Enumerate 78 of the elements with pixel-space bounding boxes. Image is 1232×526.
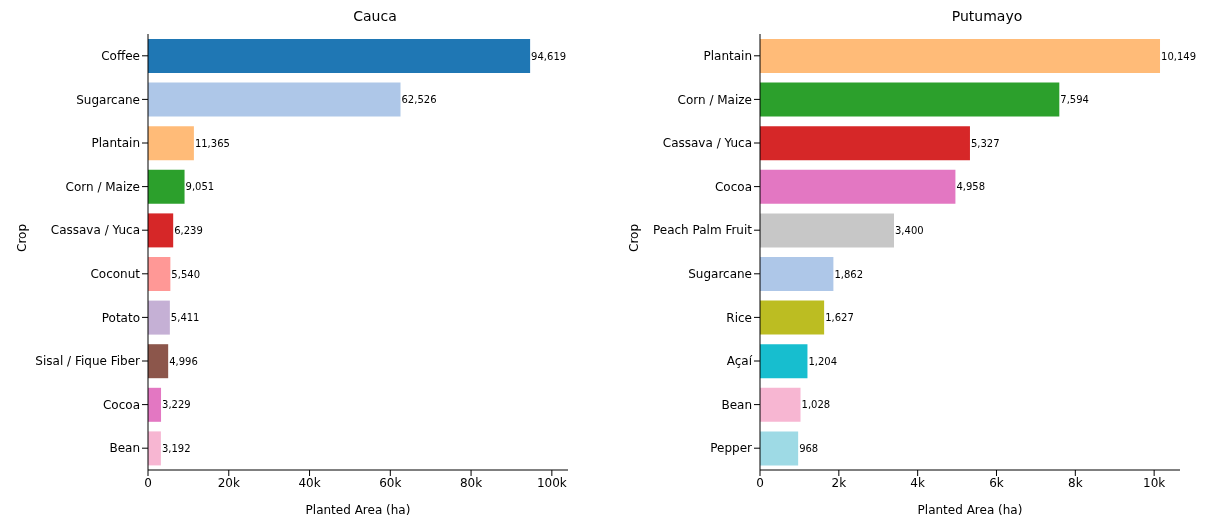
chart-title: Putumayo bbox=[950, 8, 1024, 26]
data-label: 5,327 bbox=[970, 137, 1000, 149]
y-tick-label: Açaí bbox=[726, 354, 753, 369]
data-label: 11,365 bbox=[194, 137, 230, 149]
data-label: 1,862 bbox=[834, 268, 864, 280]
y-tick-label: Cocoa bbox=[714, 179, 752, 194]
bar bbox=[760, 213, 895, 248]
bar bbox=[148, 39, 531, 73]
bar bbox=[760, 257, 834, 291]
y-tick-label: Cocoa bbox=[102, 397, 140, 412]
bar bbox=[760, 431, 799, 466]
data-label: 1,028 bbox=[801, 399, 831, 411]
bar bbox=[148, 257, 171, 291]
chart-title: Cauca bbox=[352, 8, 398, 26]
data-label: 7,594 bbox=[1060, 94, 1089, 106]
x-tick-label: 10k bbox=[1143, 475, 1166, 490]
data-label: 9,051 bbox=[185, 181, 215, 193]
data-label: 62,526 bbox=[401, 94, 437, 106]
y-tick-label: Plantain bbox=[703, 49, 752, 64]
y-tick-label: Rice bbox=[726, 310, 752, 325]
y-tick-label: Coconut bbox=[90, 267, 141, 282]
x-axis-title: Planted Area (ha) bbox=[305, 503, 411, 517]
y-tick-label: Sugarcane bbox=[688, 267, 752, 282]
data-label: 3,400 bbox=[895, 224, 924, 236]
y-tick-label: Peach Palm Fruit bbox=[652, 223, 753, 238]
data-label: 4,958 bbox=[956, 181, 986, 193]
x-tick-label: 6k bbox=[989, 475, 1004, 490]
data-label: 94,619 bbox=[531, 50, 567, 62]
y-tick-label: Corn / Maize bbox=[65, 179, 140, 194]
bar bbox=[760, 39, 1161, 73]
bar bbox=[760, 126, 970, 161]
bar bbox=[148, 82, 401, 117]
data-label: 6,239 bbox=[174, 224, 203, 236]
y-tick-label: Potato bbox=[101, 310, 140, 325]
y-tick-label: Corn / Maize bbox=[677, 92, 752, 107]
y-tick-label: Cassava / Yuca bbox=[662, 136, 752, 151]
data-label: 968 bbox=[799, 442, 819, 454]
x-tick-label: 8k bbox=[1068, 475, 1083, 490]
x-tick-label: 0 bbox=[756, 475, 764, 490]
y-tick-label: Bean bbox=[109, 441, 140, 456]
y-tick-label: Coffee bbox=[101, 49, 140, 64]
data-label: 10,149 bbox=[1161, 50, 1197, 62]
x-tick-label: 20k bbox=[217, 475, 240, 490]
data-label: 3,192 bbox=[161, 442, 191, 454]
data-label: 3,229 bbox=[162, 399, 191, 411]
data-label: 1,204 bbox=[808, 355, 838, 367]
y-tick-label: Cassava / Yuca bbox=[50, 223, 140, 238]
x-tick-label: 40k bbox=[298, 475, 321, 490]
bar bbox=[760, 82, 1060, 117]
y-tick-label: Bean bbox=[721, 397, 752, 412]
bar bbox=[760, 300, 825, 335]
bar bbox=[148, 213, 174, 248]
x-tick-label: 0 bbox=[144, 475, 152, 490]
bar bbox=[148, 126, 194, 161]
data-label: 4,996 bbox=[169, 355, 198, 367]
x-tick-label: 2k bbox=[831, 475, 847, 490]
x-tick-label: 4k bbox=[910, 475, 925, 490]
y-axis-title: Crop bbox=[627, 223, 642, 252]
bar bbox=[148, 344, 169, 379]
x-axis-title: Planted Area (ha) bbox=[917, 503, 1023, 517]
bar bbox=[148, 300, 170, 335]
bar bbox=[760, 387, 801, 422]
y-tick-label: Plantain bbox=[91, 136, 140, 151]
data-label: 5,411 bbox=[170, 312, 200, 324]
bar bbox=[760, 169, 956, 204]
x-tick-label: 60k bbox=[379, 475, 402, 490]
bar bbox=[148, 431, 161, 466]
data-label: 1,627 bbox=[825, 312, 854, 324]
y-tick-label: Sugarcane bbox=[76, 92, 140, 107]
bar bbox=[148, 169, 185, 204]
bar bbox=[148, 387, 162, 422]
data-label: 5,540 bbox=[171, 268, 201, 280]
x-tick-label: 100k bbox=[536, 475, 567, 490]
y-tick-label: Sisal / Fique Fiber bbox=[35, 354, 141, 369]
x-tick-label: 80k bbox=[459, 475, 483, 490]
y-axis-title: Crop bbox=[15, 223, 30, 252]
bar bbox=[760, 344, 808, 379]
y-tick-label: Pepper bbox=[710, 441, 753, 456]
